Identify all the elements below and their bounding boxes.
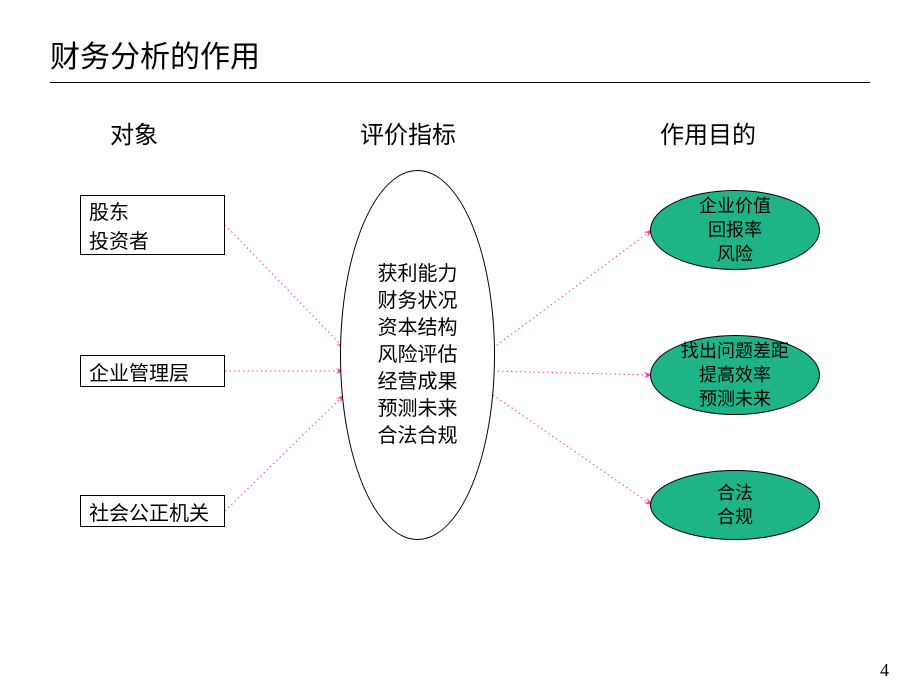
ellipse-value-line-1: 回报率 <box>708 218 762 242</box>
col-header-middle: 评价指标 <box>360 115 456 150</box>
arrow-4 <box>493 371 652 375</box>
center-ellipse: 获利能力财务状况资本结构风险评估经营成果预测未来合法合规 <box>340 170 495 540</box>
box-regulator-line-0: 社会公正机关 <box>89 497 224 526</box>
box-management: 企业管理层 <box>80 355 225 387</box>
ellipse-improve-line-2: 预测未来 <box>699 387 771 411</box>
col-header-left: 对象 <box>110 115 158 150</box>
arrow-5 <box>493 395 652 505</box>
box-management-line-0: 企业管理层 <box>89 357 224 386</box>
center-line-4: 经营成果 <box>378 369 458 396</box>
box-shareholders-line-0: 股东 <box>89 196 224 225</box>
ellipse-value-line-2: 风险 <box>717 242 753 266</box>
ellipse-value: 企业价值回报率风险 <box>650 190 820 270</box>
box-shareholders: 股东投资者 <box>80 195 225 255</box>
ellipse-comply: 合法合规 <box>650 470 820 540</box>
slide-title: 财务分析的作用 <box>50 32 260 76</box>
center-line-6: 合法合规 <box>378 423 458 450</box>
arrow-3 <box>493 230 652 348</box>
title-rule <box>50 82 870 83</box>
ellipse-improve-line-1: 提高效率 <box>699 363 771 387</box>
center-line-5: 预测未来 <box>378 396 458 423</box>
page-number: 4 <box>880 660 889 681</box>
arrow-2 <box>225 395 344 511</box>
center-line-0: 获利能力 <box>378 261 458 288</box>
ellipse-improve-line-0: 找出问题差距 <box>681 339 789 363</box>
col-header-right: 作用目的 <box>660 115 756 150</box>
ellipse-improve: 找出问题差距提高效率预测未来 <box>650 335 820 415</box>
center-line-3: 风险评估 <box>378 342 458 369</box>
center-line-1: 财务状况 <box>378 288 458 315</box>
box-shareholders-line-1: 投资者 <box>89 225 224 254</box>
ellipse-comply-line-1: 合规 <box>717 505 753 529</box>
ellipse-value-line-0: 企业价值 <box>699 194 771 218</box>
arrow-0 <box>225 225 344 348</box>
center-line-2: 资本结构 <box>378 315 458 342</box>
ellipse-comply-line-0: 合法 <box>717 481 753 505</box>
box-regulator: 社会公正机关 <box>80 495 225 527</box>
